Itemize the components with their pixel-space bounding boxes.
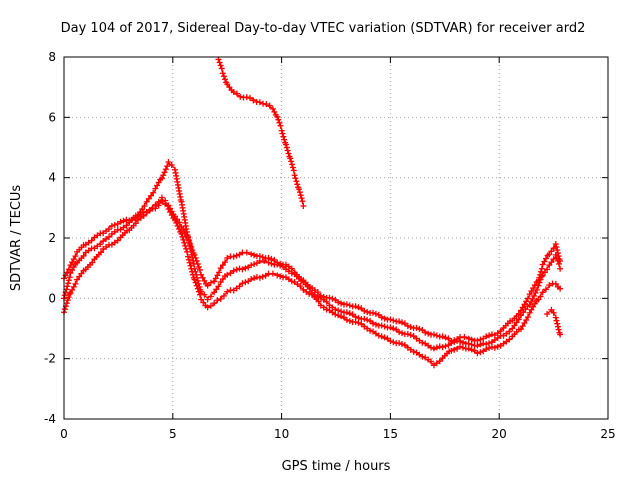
plot-frame — [63, 56, 609, 420]
y-tick-label: 2 — [48, 231, 56, 245]
series-track-e — [544, 306, 564, 338]
series-markers — [215, 56, 307, 210]
x-tick-label: 10 — [274, 427, 289, 441]
series-markers — [61, 194, 564, 345]
series-track-d — [215, 56, 307, 210]
y-tick-label: 0 — [48, 291, 56, 305]
y-tick-label: -4 — [44, 412, 56, 426]
series-markers — [544, 306, 564, 338]
series-markers — [61, 198, 564, 369]
x-tick-label: 5 — [169, 427, 177, 441]
y-axis-label: SDTVAR / TECUs — [9, 185, 24, 292]
series-line — [217, 59, 305, 205]
x-tick-label: 25 — [600, 427, 615, 441]
series-markers — [61, 158, 564, 352]
y-tick-label: -2 — [44, 352, 56, 366]
chart-title: Day 104 of 2017, Sidereal Day-to-day VTE… — [61, 21, 586, 36]
series-track-c — [61, 194, 564, 345]
y-tick-labels: -4 -2 0 2 4 6 8 — [44, 50, 56, 426]
series-track-b — [61, 158, 564, 352]
grid — [64, 57, 608, 419]
series-layer — [61, 56, 564, 369]
y-tick-label: 4 — [48, 171, 56, 185]
x-axis-label: GPS time / hours — [282, 459, 391, 474]
y-tick-label: 6 — [48, 110, 56, 124]
x-tick-label: 20 — [492, 427, 507, 441]
series-line — [63, 161, 561, 351]
series-line — [63, 200, 561, 366]
x-tick-label: 15 — [383, 427, 398, 441]
x-tick-labels: 0 5 10 15 20 25 — [60, 427, 615, 441]
y-tick-label: 8 — [48, 50, 56, 64]
x-tick-label: 0 — [60, 427, 68, 441]
